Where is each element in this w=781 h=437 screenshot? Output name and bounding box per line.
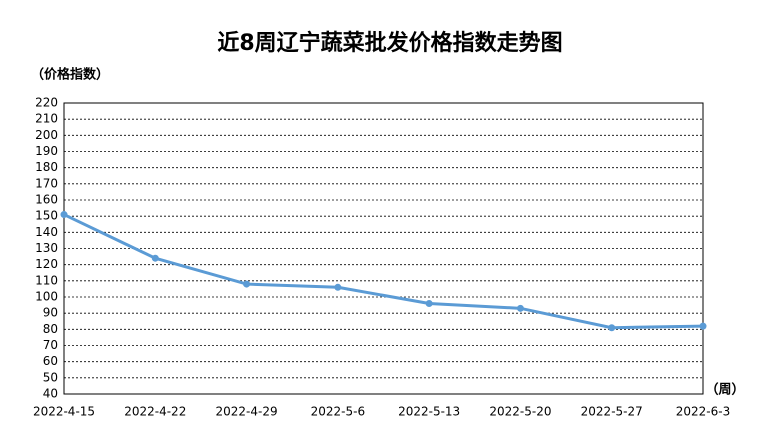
y-tick-label: 120 xyxy=(35,257,58,271)
x-axis-label: （周） xyxy=(705,382,744,398)
x-tick-label: 2022-6-3 xyxy=(676,405,730,419)
y-tick-label: 190 xyxy=(35,144,58,158)
data-point xyxy=(151,254,159,262)
y-tick-label: 140 xyxy=(35,225,58,239)
y-tick-label: 220 xyxy=(35,96,58,110)
x-tick-label: 2022-5-6 xyxy=(311,405,365,419)
y-tick-label: 210 xyxy=(35,112,58,126)
data-point xyxy=(608,324,616,332)
data-point xyxy=(243,280,251,288)
y-tick-label: 110 xyxy=(35,273,58,287)
y-tick-label: 130 xyxy=(35,241,58,255)
data-point xyxy=(516,304,524,312)
y-tick-label: 150 xyxy=(35,209,58,223)
data-point xyxy=(425,299,433,307)
data-point xyxy=(334,283,342,291)
y-axis-label: （价格指数） xyxy=(31,67,109,83)
y-tick-label: 80 xyxy=(43,322,58,336)
y-tick-label: 160 xyxy=(35,193,58,207)
data-line xyxy=(63,213,704,330)
chart-title: 近8周辽宁蔬菜批发价格指数走势图 xyxy=(217,30,562,56)
y-tick-label: 100 xyxy=(35,290,58,304)
y-tick-label: 70 xyxy=(43,338,58,352)
y-tick-label: 200 xyxy=(35,128,58,142)
x-tick-label: 2022-4-22 xyxy=(124,405,186,419)
x-tick-label: 2022-5-27 xyxy=(581,405,643,419)
y-tick-label: 40 xyxy=(43,387,58,401)
x-tick-label: 2022-5-20 xyxy=(489,405,551,419)
data-point xyxy=(60,211,68,219)
x-tick-label: 2022-5-13 xyxy=(398,405,460,419)
data-point xyxy=(699,322,707,330)
y-tick-label: 170 xyxy=(35,176,58,190)
y-tick-label: 60 xyxy=(43,354,58,368)
y-tick-label: 50 xyxy=(43,370,58,384)
y-tick-label: 180 xyxy=(35,160,58,174)
x-tick-label: 2022-4-29 xyxy=(216,405,278,419)
x-tick-label: 2022-4-15 xyxy=(33,405,95,419)
plot-frame xyxy=(63,102,704,395)
y-tick-label: 90 xyxy=(43,306,58,320)
